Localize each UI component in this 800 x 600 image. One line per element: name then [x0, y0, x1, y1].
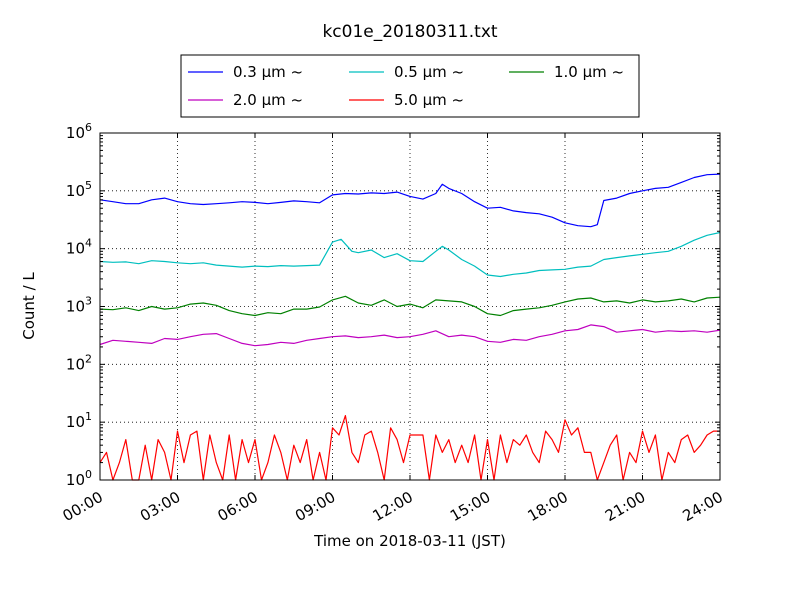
series-line-3	[99, 295, 721, 317]
legend-label: 1.0 μm ~	[554, 63, 624, 81]
series-line-2	[99, 231, 721, 278]
y-tick-label: 101	[66, 410, 92, 431]
y-tick-label: 100	[66, 468, 92, 489]
x-tick-label: 24:00	[680, 488, 726, 525]
series-line-1	[99, 173, 721, 228]
x-tick-label: 00:00	[60, 488, 106, 525]
legend: 0.3 μm ~ 0.5 μm ~ 1.0 μm ~ 2.0 μm ~ 5.0 μm ~	[180, 54, 640, 118]
legend-label: 0.5 μm ~	[394, 63, 464, 81]
plot-series	[99, 173, 721, 481]
x-tick-label: 06:00	[215, 488, 261, 525]
legend-label: 0.3 μm ~	[233, 63, 303, 81]
legend-box	[180, 54, 640, 118]
grid-lines	[100, 133, 720, 480]
x-tick-label: 09:00	[292, 488, 338, 525]
x-tick-label: 03:00	[137, 488, 183, 525]
x-tick-labels: 00:00 03:00 06:00 09:00 12:00 15:00 18:00 21:00…	[60, 488, 726, 525]
y-tick-label: 106	[66, 121, 92, 142]
axis-ticks	[99, 132, 721, 481]
y-axis-label: Count / L	[20, 272, 38, 340]
legend-label: 2.0 μm ~	[233, 91, 303, 109]
x-tick-label: 15:00	[447, 488, 493, 525]
x-tick-label: 12:00	[370, 488, 416, 525]
x-tick-label: 21:00	[602, 488, 648, 525]
chart-title: kc01e_20180311.txt	[322, 22, 497, 42]
y-tick-label: 105	[66, 179, 92, 200]
x-axis-label: Time on 2018-03-11 (JST)	[313, 532, 506, 550]
legend-label: 5.0 μm ~	[394, 91, 464, 109]
y-tick-label: 104	[66, 237, 92, 258]
y-tick-labels: 100 101 102 103 104 105 106	[66, 121, 92, 489]
x-tick-label: 18:00	[525, 488, 571, 525]
series-line-4	[99, 324, 721, 347]
y-tick-label: 102	[66, 352, 92, 373]
y-tick-label: 103	[66, 295, 92, 316]
